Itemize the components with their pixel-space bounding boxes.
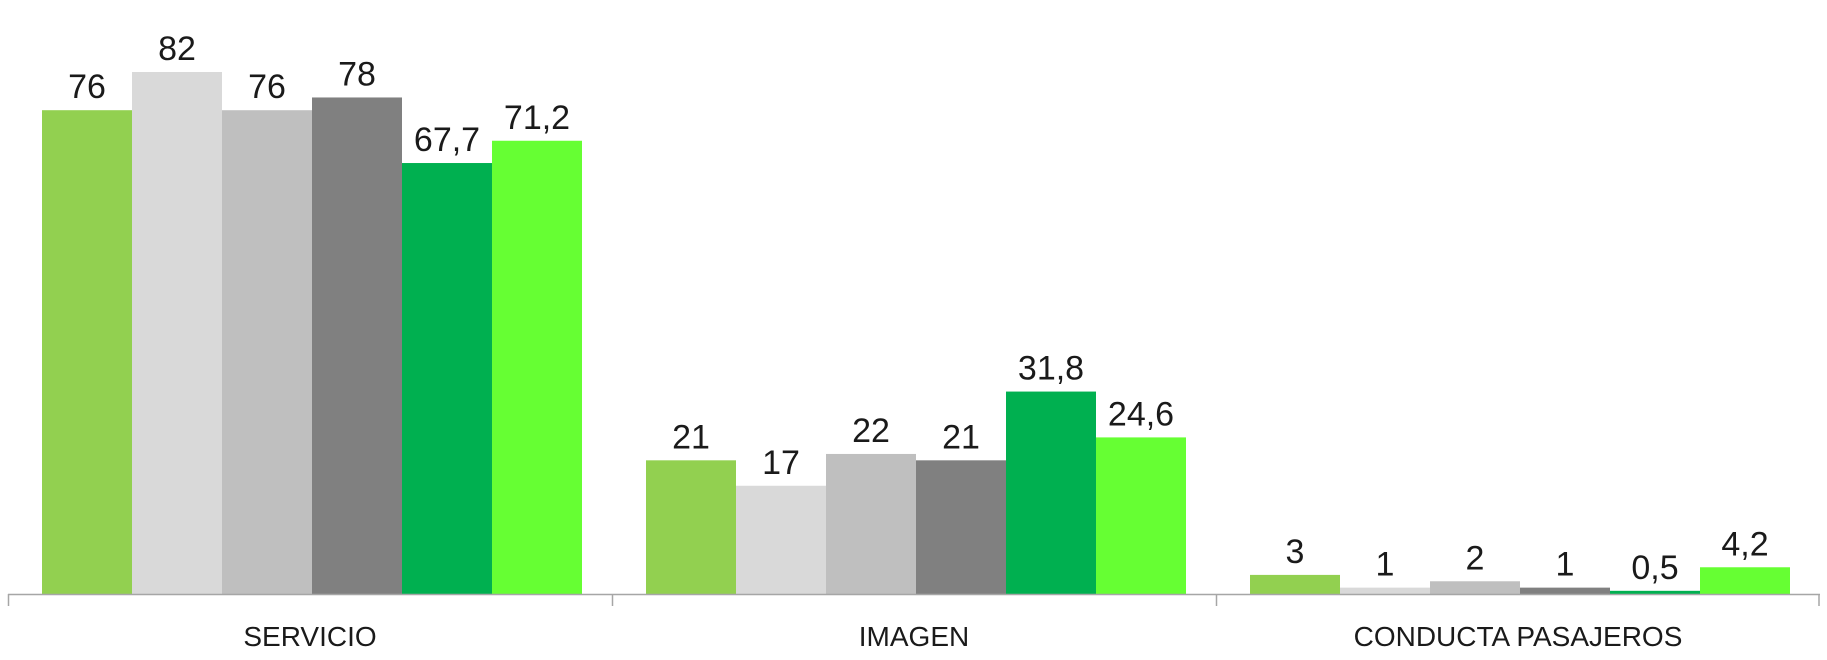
bar-servicio-s1: [42, 110, 132, 594]
data-label: 4,2: [1721, 525, 1768, 563]
category-labels-layer: SERVICIO IMAGEN CONDUCTA PASAJEROS: [243, 621, 1682, 652]
data-label: 24,6: [1108, 395, 1174, 433]
bar-imagen-s6: [1096, 437, 1186, 594]
bar-servicio-s5: [402, 163, 492, 594]
x-axis: [7, 593, 1820, 606]
data-label: 76: [248, 68, 286, 106]
bar-imagen-s2: [736, 485, 826, 594]
data-label: 1: [1556, 546, 1575, 584]
bar-conducta-pasajeros-s3: [1430, 581, 1520, 594]
bar-imagen-s1: [646, 460, 736, 594]
data-label: 78: [338, 55, 376, 93]
data-label: 1: [1376, 546, 1395, 584]
bar-conducta-pasajeros-s5: [1610, 590, 1700, 594]
data-label: 67,7: [414, 121, 480, 159]
data-label: 76: [68, 68, 106, 106]
bars-layer: [42, 72, 1790, 595]
bar-imagen-s5: [1006, 391, 1096, 594]
data-label: 0,5: [1631, 549, 1678, 587]
data-label: 22: [852, 412, 890, 450]
bar-conducta-pasajeros-s2: [1340, 587, 1430, 594]
bar-servicio-s3: [222, 110, 312, 594]
category-label: SERVICIO: [243, 621, 376, 652]
bar-servicio-s2: [132, 72, 222, 594]
data-label: 2: [1466, 539, 1485, 577]
bar-conducta-pasajeros-s4: [1520, 587, 1610, 594]
data-label: 3: [1286, 533, 1305, 571]
bar-conducta-pasajeros-s6: [1700, 567, 1790, 594]
data-label: 31,8: [1018, 350, 1084, 388]
bar-servicio-s6: [492, 140, 582, 594]
data-label: 71,2: [504, 99, 570, 137]
bar-conducta-pasajeros-s1: [1250, 574, 1340, 594]
data-label: 82: [158, 30, 196, 68]
bar-servicio-s4: [312, 97, 402, 595]
data-label: 21: [672, 418, 710, 456]
data-label: 17: [762, 444, 800, 482]
data-label: 21: [942, 418, 980, 456]
bar-imagen-s3: [826, 453, 916, 594]
category-label: IMAGEN: [859, 621, 969, 652]
category-label: CONDUCTA PASAJEROS: [1354, 621, 1683, 652]
bar-imagen-s4: [916, 460, 1006, 594]
